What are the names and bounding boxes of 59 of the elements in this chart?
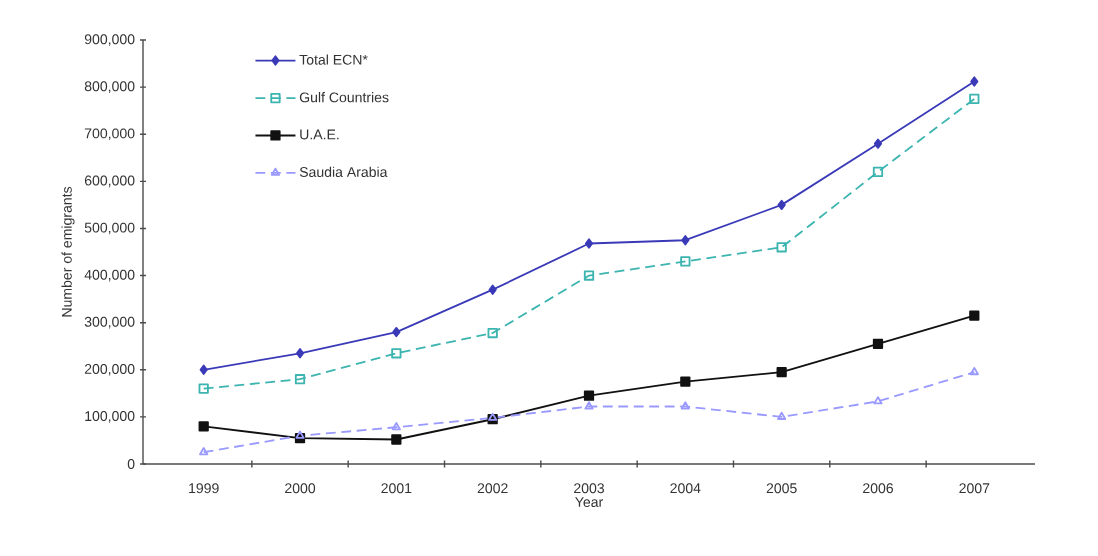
y-axis-title: Number of emigrants <box>61 186 75 317</box>
point <box>488 284 497 295</box>
point <box>680 376 691 387</box>
point <box>873 396 883 405</box>
point <box>777 199 786 211</box>
y-tick-label: 100,000 <box>85 411 135 423</box>
point <box>776 242 787 253</box>
y-tick-label: 700,000 <box>84 128 135 141</box>
y-tick-label: 500,000 <box>84 222 135 235</box>
point <box>392 326 401 338</box>
y-tick-label: 900,000 <box>84 34 135 46</box>
point <box>872 338 884 350</box>
point <box>776 367 787 378</box>
legend-label: Total ECN* <box>299 54 368 65</box>
point <box>969 310 980 321</box>
point <box>583 270 595 281</box>
point <box>487 327 498 339</box>
y-tick-label: 0 <box>127 459 135 469</box>
x-tick-label: 2007 <box>959 483 990 494</box>
y-tick-label: 800,000 <box>84 81 135 93</box>
legend-label: Saudia Arabia <box>299 166 388 178</box>
legend-label: U.A.E. <box>300 129 339 140</box>
legend-label: Gulf Countries <box>299 92 389 103</box>
point <box>198 383 209 394</box>
point <box>872 166 884 178</box>
point <box>583 390 595 401</box>
point <box>680 401 690 410</box>
x-tick-label: 2005 <box>766 483 797 494</box>
x-tick-label: 2006 <box>863 483 894 494</box>
x-tick-label: 2002 <box>477 483 508 494</box>
point <box>391 434 402 445</box>
y-tick-label: 400,000 <box>84 269 135 282</box>
point <box>969 93 980 105</box>
x-tick-label: 2000 <box>285 483 316 494</box>
y-tick-label: 300,000 <box>84 316 135 329</box>
point <box>391 422 401 431</box>
point <box>970 76 979 87</box>
point <box>199 364 208 375</box>
x-axis-title: Year <box>575 497 603 507</box>
point <box>391 348 402 359</box>
x-tick-label: 2004 <box>670 483 701 494</box>
x-tick-label: 2001 <box>381 483 412 494</box>
point <box>294 374 306 385</box>
point <box>777 411 787 420</box>
y-tick-label: 600,000 <box>84 175 135 188</box>
point <box>488 412 498 421</box>
x-tick-label: 1999 <box>189 483 219 494</box>
x-tick-label: 2003 <box>574 483 605 494</box>
point <box>969 367 979 376</box>
point <box>295 348 305 359</box>
point <box>680 256 691 267</box>
point <box>681 235 690 246</box>
point <box>198 421 209 432</box>
y-tick-label: 200,000 <box>84 363 135 376</box>
point <box>584 401 594 410</box>
point <box>584 238 594 249</box>
point <box>873 138 883 149</box>
point <box>295 430 305 439</box>
point <box>199 447 209 456</box>
